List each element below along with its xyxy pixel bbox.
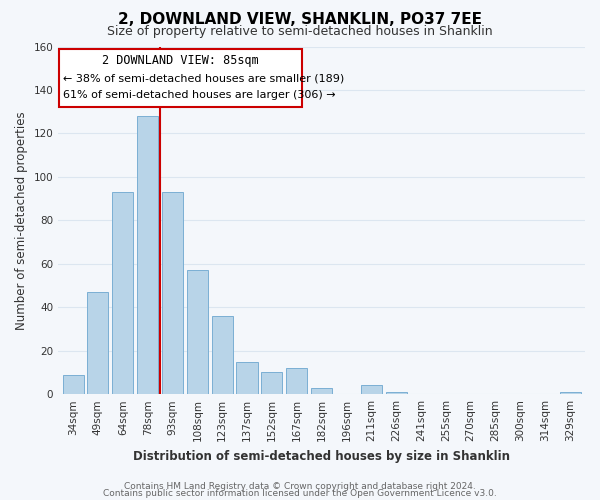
Bar (62, 374, 83, 394)
Text: Contains public sector information licensed under the Open Government Licence v3: Contains public sector information licen… (103, 490, 497, 498)
FancyBboxPatch shape (59, 48, 302, 108)
Bar (187, 270, 208, 394)
Bar (262, 372, 283, 394)
Bar (286, 368, 307, 394)
Bar (560, 392, 581, 394)
Text: Size of property relative to semi-detached houses in Shanklin: Size of property relative to semi-detach… (107, 25, 493, 38)
Bar (137, 116, 158, 394)
Y-axis label: Number of semi-detached properties: Number of semi-detached properties (15, 111, 28, 330)
Bar (311, 388, 332, 394)
Text: 2 DOWNLAND VIEW: 85sqm: 2 DOWNLAND VIEW: 85sqm (102, 54, 259, 67)
Text: ← 38% of semi-detached houses are smaller (189): ← 38% of semi-detached houses are smalle… (63, 73, 344, 83)
X-axis label: Distribution of semi-detached houses by size in Shanklin: Distribution of semi-detached houses by … (133, 450, 510, 462)
Bar (212, 316, 233, 394)
Bar (361, 386, 382, 394)
Bar (88, 292, 109, 394)
Text: 2, DOWNLAND VIEW, SHANKLIN, PO37 7EE: 2, DOWNLAND VIEW, SHANKLIN, PO37 7EE (118, 12, 482, 28)
Text: Contains HM Land Registry data © Crown copyright and database right 2024.: Contains HM Land Registry data © Crown c… (124, 482, 476, 491)
Bar (236, 362, 257, 394)
Bar (386, 392, 407, 394)
Bar (162, 192, 183, 394)
Text: 61% of semi-detached houses are larger (306) →: 61% of semi-detached houses are larger (… (63, 90, 336, 101)
Bar (112, 192, 133, 394)
